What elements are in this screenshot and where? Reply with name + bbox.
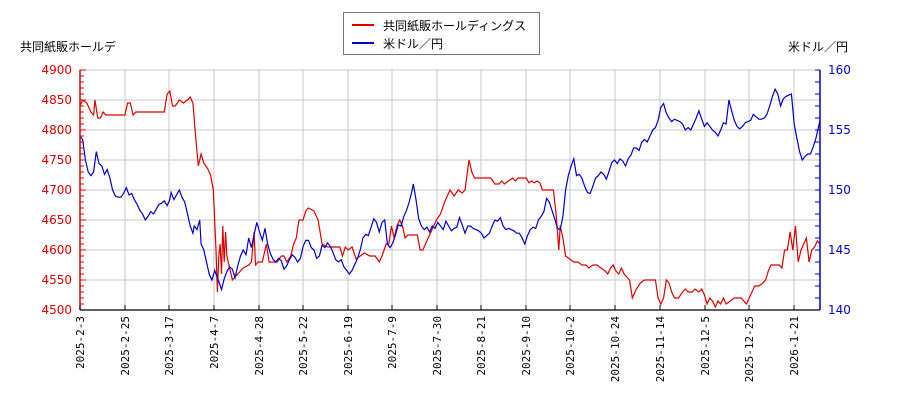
svg-text:2025-4-7: 2025-4-7 (208, 316, 221, 369)
legend-label-stock: 共同紙販ホールディングス (383, 18, 527, 33)
legend-label-usdjpy: 米ドル／円 (383, 36, 444, 51)
series-lines (79, 87, 821, 309)
svg-text:2025-2-25: 2025-2-25 (119, 316, 132, 376)
svg-text:2025-11-14: 2025-11-14 (654, 316, 667, 383)
series-line (79, 87, 821, 292)
legend-swatch-red-line-icon (352, 24, 374, 26)
svg-text:4750: 4750 (41, 153, 72, 167)
grid-lines (80, 69, 820, 310)
svg-text:2025-9-10: 2025-9-10 (520, 316, 533, 376)
legend-item-stock: 共同紙販ホールディングス (352, 16, 526, 34)
svg-text:2025-12-5: 2025-12-5 (699, 316, 712, 376)
svg-text:2025-8-21: 2025-8-21 (475, 316, 488, 376)
svg-text:2025-7-30: 2025-7-30 (431, 316, 444, 376)
svg-text:2025-12-25: 2025-12-25 (743, 316, 756, 382)
svg-text:155: 155 (828, 123, 851, 137)
axes: 4500 4550 4600 4650 4700 4750 4800 4850 4900 140 1… (41, 63, 850, 382)
svg-text:2025-3-17: 2025-3-17 (163, 316, 176, 376)
svg-text:4900: 4900 (41, 63, 72, 77)
left-axis-title: 共同紙販ホールデ (20, 40, 117, 54)
legend-swatch-blue-line-icon (352, 42, 374, 44)
svg-text:160: 160 (828, 63, 851, 77)
svg-text:2025-6-19: 2025-6-19 (342, 316, 355, 376)
svg-text:4500: 4500 (41, 303, 72, 317)
svg-text:2025-5-22: 2025-5-22 (297, 316, 310, 376)
chart-legend: 共同紙販ホールディングス 米ドル／円 (343, 12, 540, 55)
svg-text:140: 140 (828, 303, 851, 317)
svg-text:2025-7-9: 2025-7-9 (386, 316, 399, 369)
right-axis-title: 米ドル／円 (788, 40, 849, 54)
svg-text:150: 150 (828, 183, 851, 197)
svg-text:4600: 4600 (41, 243, 72, 257)
svg-text:2025-4-28: 2025-4-28 (253, 316, 266, 376)
svg-text:2025-10-2: 2025-10-2 (564, 316, 577, 376)
svg-text:4800: 4800 (41, 123, 72, 137)
svg-text:4850: 4850 (41, 93, 72, 107)
svg-text:4700: 4700 (41, 183, 72, 197)
series-line (79, 89, 821, 309)
svg-text:145: 145 (828, 243, 851, 257)
svg-text:2025-10-24: 2025-10-24 (609, 316, 622, 383)
svg-text:2026-1-21: 2026-1-21 (788, 316, 801, 376)
legend-item-usdjpy: 米ドル／円 (352, 34, 443, 52)
svg-text:2025-2-3: 2025-2-3 (74, 316, 87, 369)
svg-text:4550: 4550 (41, 273, 72, 287)
svg-text:4650: 4650 (41, 213, 72, 227)
